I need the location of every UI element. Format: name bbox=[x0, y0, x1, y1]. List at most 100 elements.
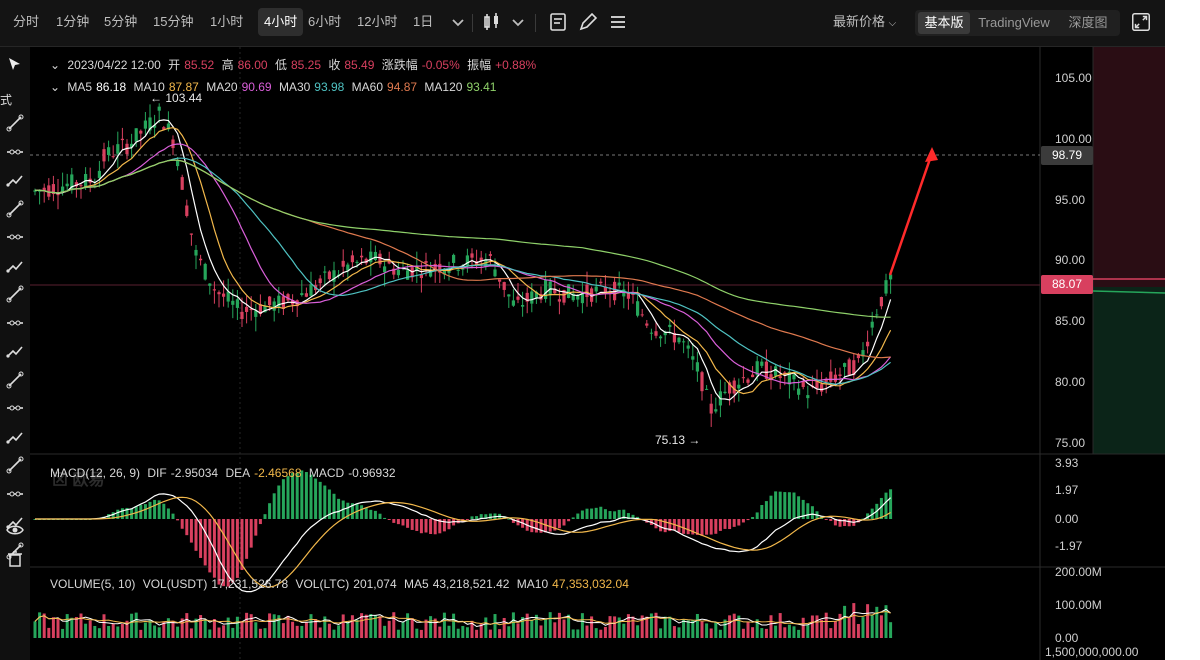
price-type-select[interactable]: 最新价格 ⌵ bbox=[833, 8, 896, 36]
timeframe-5[interactable]: 4小时 bbox=[258, 8, 304, 36]
pencil-icon[interactable] bbox=[576, 10, 600, 34]
candle-body bbox=[38, 190, 42, 192]
fullscreen-icon[interactable] bbox=[1130, 11, 1152, 33]
tab-depth-chart[interactable]: 深度图 bbox=[1068, 15, 1108, 30]
volume-bar bbox=[254, 622, 258, 638]
chevron-down-icon[interactable]: ⌄ bbox=[50, 58, 61, 72]
fib-icon[interactable] bbox=[5, 427, 25, 447]
horizontal-line-icon[interactable] bbox=[5, 227, 25, 247]
macd-bar bbox=[383, 517, 387, 519]
high-marker: ← 103.44 bbox=[150, 91, 203, 105]
ray-icon[interactable] bbox=[5, 142, 25, 162]
eye-icon[interactable] bbox=[5, 520, 25, 540]
parallel-channel-icon[interactable] bbox=[5, 370, 25, 390]
timeframe-0[interactable]: 分时 bbox=[13, 14, 40, 29]
candle-body bbox=[360, 255, 364, 258]
wave-icon[interactable] bbox=[5, 455, 25, 475]
macd-bar bbox=[254, 519, 258, 536]
macd-bar bbox=[314, 478, 318, 519]
low-value: 85.25 bbox=[290, 58, 321, 72]
chevron-down-icon[interactable] bbox=[506, 10, 530, 34]
indicator-icon[interactable] bbox=[546, 10, 570, 34]
macd-bar bbox=[889, 489, 893, 519]
volume-bar bbox=[590, 616, 594, 638]
timeframe-1[interactable]: 1分钟 bbox=[56, 14, 90, 29]
candle-body bbox=[622, 289, 626, 297]
macd-bar bbox=[682, 519, 686, 534]
trash-icon[interactable] bbox=[5, 549, 25, 569]
macd-bar bbox=[406, 519, 410, 528]
ma10-line bbox=[35, 127, 892, 395]
volume-tick: 200.00M bbox=[1055, 565, 1102, 579]
candle-body bbox=[107, 147, 111, 155]
cursor-icon[interactable] bbox=[5, 55, 25, 75]
volume-bar bbox=[746, 621, 750, 638]
ma-legend: ⌄ MA5 86.18 MA10 87.87 MA20 90.69 MA30 93.98… bbox=[50, 80, 500, 94]
volume-bar bbox=[787, 624, 791, 638]
fib-extension-icon[interactable] bbox=[5, 484, 25, 504]
pitchfork-icon[interactable] bbox=[5, 398, 25, 418]
ma5-value: 86.18 bbox=[96, 80, 127, 94]
volume-bar bbox=[249, 614, 253, 638]
macd-bar bbox=[157, 500, 161, 519]
ma20-line bbox=[35, 143, 892, 385]
chevron-down-icon[interactable]: ⌄ bbox=[50, 80, 61, 94]
volume-bar bbox=[429, 616, 433, 638]
volume-bar bbox=[544, 619, 548, 638]
timeframe-6[interactable]: 6小时 bbox=[308, 14, 342, 29]
volume-bar bbox=[695, 613, 699, 638]
candle-body bbox=[884, 280, 888, 294]
volume-bar bbox=[815, 615, 819, 638]
candlestick-type-icon[interactable] bbox=[480, 10, 504, 34]
macd-bar bbox=[548, 519, 552, 532]
chart-canvas[interactable] bbox=[0, 47, 1165, 660]
macd-bar bbox=[760, 504, 764, 519]
ma30-label: MA30 bbox=[278, 80, 311, 94]
volume-bar bbox=[585, 625, 589, 638]
timeframe-3[interactable]: 15分钟 bbox=[153, 14, 194, 29]
trend-line-icon[interactable] bbox=[5, 113, 25, 133]
volume-bar bbox=[231, 627, 235, 638]
info-line-icon[interactable] bbox=[5, 199, 25, 219]
candle-body bbox=[304, 293, 308, 297]
macd-bar bbox=[125, 507, 129, 519]
settings-list-icon[interactable] bbox=[606, 10, 630, 34]
timeframe-8[interactable]: 1日 bbox=[413, 14, 434, 29]
candle-body bbox=[769, 374, 773, 381]
volume-bar bbox=[258, 628, 262, 638]
macd-bar bbox=[709, 519, 713, 535]
macd-bar bbox=[613, 511, 617, 519]
tab-tradingview[interactable]: TradingView bbox=[978, 15, 1050, 30]
high-label: 高 bbox=[221, 58, 234, 72]
horizontal-ray-icon[interactable] bbox=[5, 256, 25, 276]
extended-line-icon[interactable] bbox=[5, 170, 25, 190]
macd-bar bbox=[318, 481, 322, 519]
candle-body bbox=[300, 293, 304, 296]
macd-bar bbox=[235, 519, 239, 578]
candle-body bbox=[889, 274, 893, 280]
candle-body bbox=[833, 374, 837, 382]
candle-body bbox=[567, 284, 571, 298]
candle-body bbox=[171, 139, 175, 149]
volume-bar bbox=[212, 619, 216, 638]
dea-value: -2.46568 bbox=[254, 466, 302, 480]
macd-bar bbox=[346, 502, 350, 519]
macd-bar bbox=[465, 519, 469, 520]
price-line-icon[interactable] bbox=[5, 284, 25, 304]
price-type-label: 最新价格 bbox=[833, 14, 886, 29]
timeframe-4[interactable]: 1小时 bbox=[210, 14, 244, 29]
macd-bar bbox=[714, 519, 718, 534]
timeframe-2[interactable]: 5分钟 bbox=[104, 14, 138, 29]
volume-bar bbox=[304, 622, 308, 638]
segment-icon[interactable] bbox=[5, 313, 25, 333]
candle-body bbox=[396, 269, 400, 276]
candle-body bbox=[502, 282, 506, 290]
vertical-line-icon[interactable] bbox=[5, 341, 25, 361]
tab-basic-view[interactable]: 基本版 bbox=[918, 12, 970, 34]
macd-bar bbox=[360, 505, 364, 519]
macd-bar bbox=[332, 493, 336, 519]
chevron-down-icon[interactable] bbox=[446, 10, 470, 34]
candle-body bbox=[383, 266, 387, 273]
timeframe-7[interactable]: 12小时 bbox=[357, 14, 398, 29]
